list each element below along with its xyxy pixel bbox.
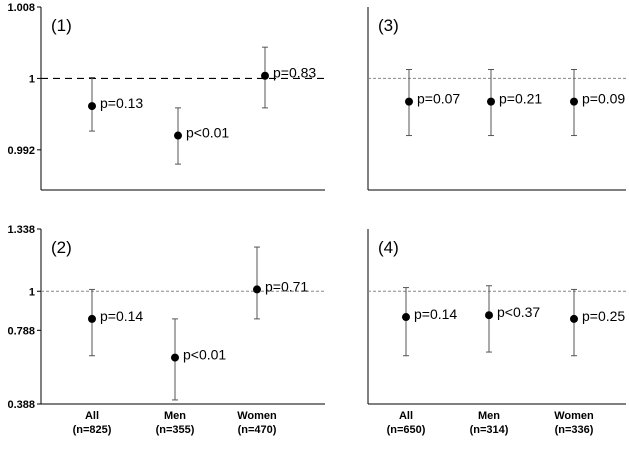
panel-2-p-value-label: p=0.21	[499, 91, 542, 107]
panel-2-p-value-label: p=0.09	[582, 91, 625, 107]
panel-2-point-all	[405, 97, 413, 106]
panel-2-label: (3)	[378, 16, 399, 35]
panel-3-category-label-line: (n=470)	[238, 424, 277, 436]
panel-3-point-all	[88, 314, 96, 323]
panel-3-p-value-label: p=0.14	[100, 308, 143, 324]
panel-2-point-women	[570, 97, 578, 106]
panel-3-category-label: Women (n=470)	[237, 410, 277, 436]
panel-3-ytick-label: 1	[29, 286, 35, 298]
panel-3-ytick-label: 0.388	[7, 399, 35, 411]
panel-4-category-label-line: Women	[554, 410, 594, 422]
panel-4-category-label-line: All	[399, 410, 413, 422]
panel-4-category-label: Men (n=314)	[470, 410, 509, 436]
panel-4-point-all	[402, 313, 410, 322]
panel-3-ytick-label: 1.338	[7, 224, 35, 236]
panel-1-p-value-label: p=0.13	[100, 95, 143, 111]
panel-3-category-label-line: Women	[237, 410, 277, 422]
panel-3-p-value-label: p<0.01	[183, 347, 226, 363]
panel-1-point-women	[261, 71, 269, 80]
panel-1-point-all	[88, 102, 96, 111]
panel-3-category-label-line: (n=825)	[73, 424, 112, 436]
panel-3-label: (2)	[51, 238, 72, 257]
panel-4-category-label-line: (n=314)	[470, 424, 509, 436]
panel-4-category-label: Women (n=336)	[554, 410, 594, 436]
panel-2-p-value-label: p=0.07	[417, 91, 460, 107]
panel-1-p-value-label: p<0.01	[186, 125, 229, 141]
panel-3-category-label-line: Men	[164, 410, 186, 422]
panel-1-ytick-label: 1	[29, 73, 35, 85]
panel-3-category-label-line: (n=355)	[156, 424, 195, 436]
panel-4-category-label-line: (n=336)	[555, 424, 594, 436]
panel-3-category-label: Men (n=355)	[156, 410, 195, 436]
panel-1-ytick-label: 0.992	[7, 145, 35, 157]
panel-3-point-men	[171, 353, 179, 362]
panel-1-label: (1)	[51, 16, 72, 35]
panel-4-p-value-label: p=0.14	[414, 306, 457, 322]
panel-4-category-label-line: (n=650)	[387, 424, 426, 436]
panel-4-category-label-line: Men	[478, 410, 500, 422]
panel-3-category-label-line: All	[85, 410, 99, 422]
panel-2-point-men	[487, 97, 495, 106]
panel-4-category-label: All (n=650)	[387, 410, 426, 436]
panel-3-category-label: All (n=825)	[73, 410, 112, 436]
panel-3-point-women	[253, 285, 261, 294]
panel-4-point-women	[570, 314, 578, 323]
panel-1-point-men	[174, 131, 182, 140]
panel-3-ytick-label: 0.788	[7, 325, 35, 337]
panel-4-label: (4)	[378, 238, 399, 257]
panel-1-p-value-label: p=0.83	[273, 65, 316, 81]
panel-3-p-value-label: p=0.71	[265, 278, 308, 294]
panel-4-p-value-label: p=0.25	[582, 308, 625, 324]
panel-1-ytick-label: 1.008	[7, 2, 35, 14]
panel-4-p-value-label: p<0.37	[497, 304, 540, 320]
panel-4-point-men	[485, 311, 493, 320]
